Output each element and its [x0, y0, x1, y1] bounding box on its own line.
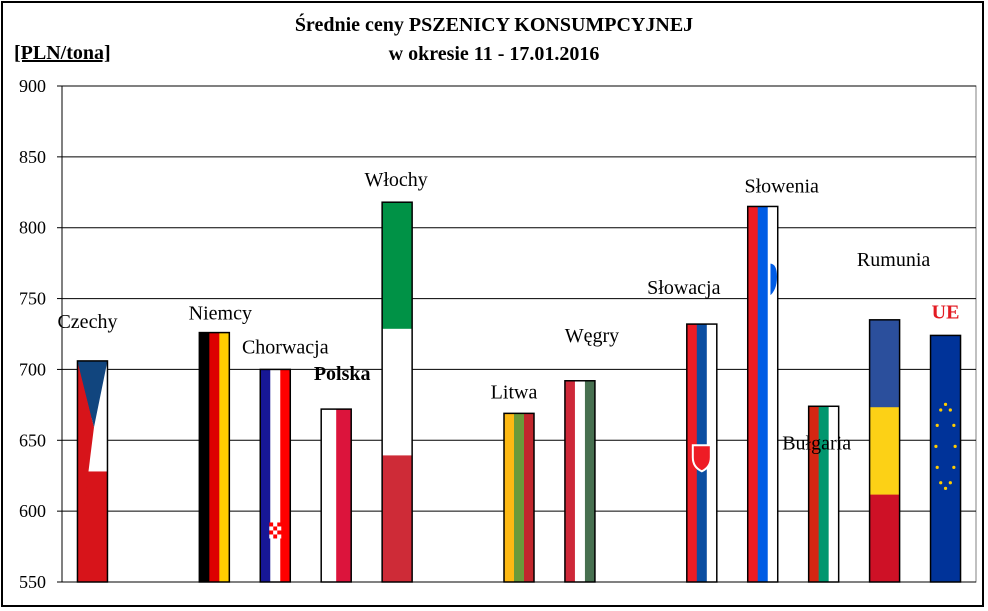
category-label-romania: Rumunia — [857, 249, 930, 271]
category-label-lithuania: Litwa — [491, 381, 538, 403]
bar-slovakia — [686, 323, 718, 583]
category-label-croatia: Chorwacja — [242, 336, 329, 358]
bar-romania — [868, 319, 901, 583]
category-label-italy: Włochy — [364, 169, 427, 191]
y-tick-label: 650 — [19, 430, 46, 450]
bar-italy — [381, 201, 413, 583]
category-label-slovakia: Słowacja — [647, 277, 720, 299]
category-label-hungary: Węgry — [565, 325, 619, 347]
category-label-germany: Niemcy — [189, 303, 252, 325]
y-tick-label: 700 — [19, 359, 46, 379]
y-axis-unit-label: [PLN/tona] — [14, 42, 111, 64]
y-tick-label: 900 — [19, 76, 46, 96]
bar-czech — [76, 360, 109, 583]
chart-title: Średnie ceny PSZENICY KONSUMPCYJNEJ — [294, 14, 694, 36]
bar-poland — [320, 408, 352, 583]
bar-outline — [503, 412, 535, 583]
y-tick-label: 750 — [19, 289, 46, 309]
bar-outline — [381, 201, 413, 583]
bar-eu — [929, 334, 962, 583]
category-label-slovenia: Słowenia — [745, 175, 820, 197]
y-tick-label: 550 — [19, 572, 46, 592]
bar-outline — [564, 380, 596, 583]
y-tick-label: 850 — [19, 147, 46, 167]
bar-outline — [929, 334, 962, 583]
bar-outline — [198, 331, 231, 583]
bar-croatia — [259, 368, 292, 583]
bar-outline — [868, 319, 901, 583]
chart-subtitle: w okresie 11 - 17.01.2016 — [388, 43, 600, 65]
y-tick-label: 800 — [19, 218, 46, 238]
bar-hungary — [564, 380, 596, 583]
bar-outline — [807, 405, 840, 583]
bar-outline — [746, 205, 779, 583]
bar-lithuania — [503, 412, 535, 583]
bar-outline — [76, 360, 109, 583]
category-label-poland: Polska — [314, 363, 371, 385]
bar-germany — [198, 331, 231, 583]
category-label-bulgaria: Bułgaria — [782, 432, 851, 454]
bar-outline — [259, 368, 292, 583]
category-label-czech: Czechy — [57, 311, 117, 333]
bar-slovenia — [746, 205, 779, 583]
bar-outline — [320, 408, 352, 583]
y-tick-label: 600 — [19, 501, 46, 521]
bar-bulgaria — [807, 405, 840, 583]
bar-outline — [686, 323, 718, 583]
category-label-eu: UE — [932, 301, 960, 323]
